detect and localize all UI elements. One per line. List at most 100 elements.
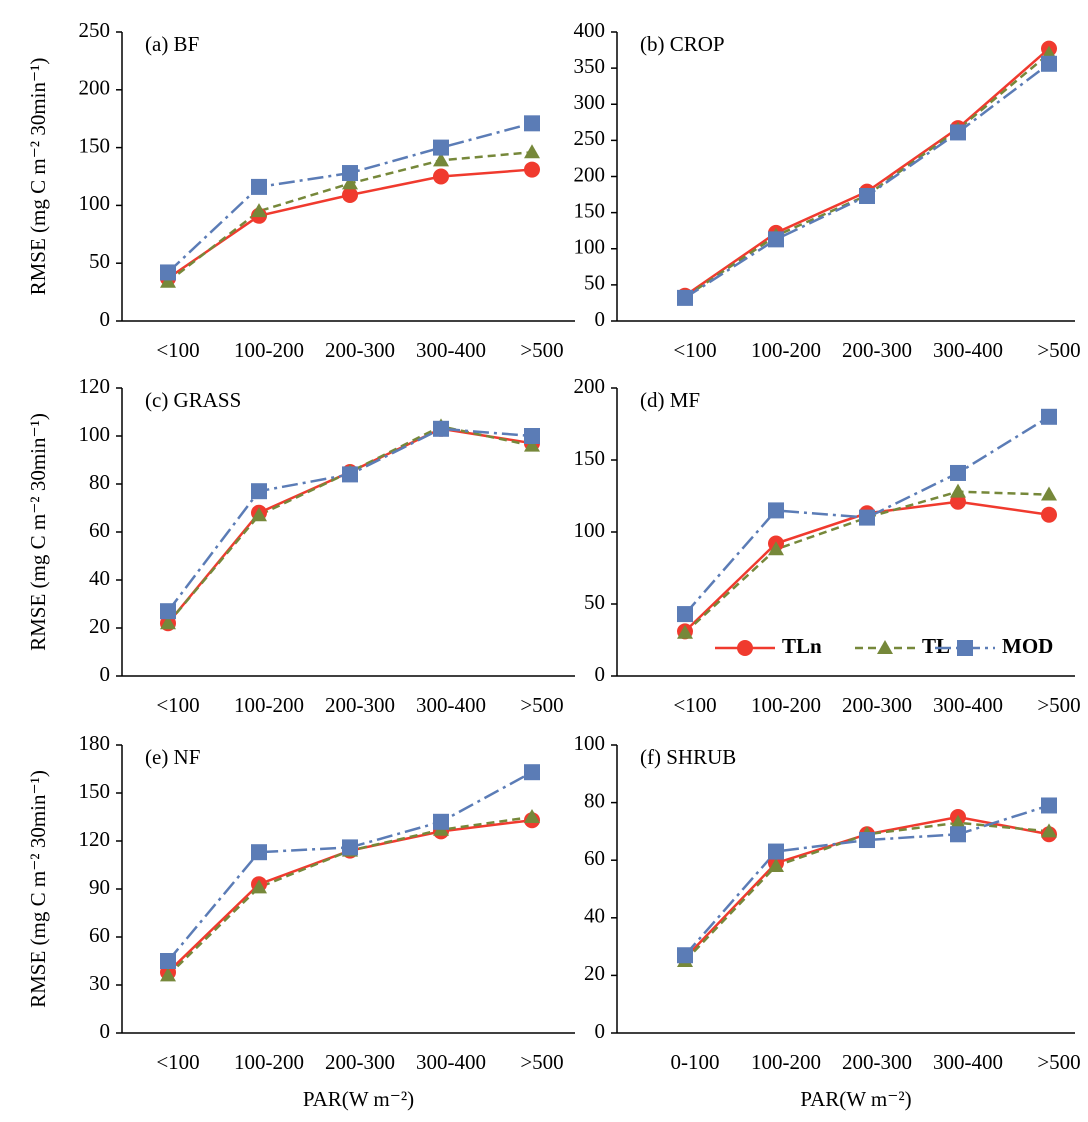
y-tick-label: 200 xyxy=(574,374,606,398)
legend-label: MOD xyxy=(1002,634,1053,658)
marker xyxy=(1041,823,1057,838)
y-axis-label: RMSE (mg C m⁻² 30min⁻¹) xyxy=(26,58,50,296)
y-tick-label: 400 xyxy=(574,18,606,42)
series-line xyxy=(684,804,1050,957)
marker xyxy=(950,814,966,829)
marker xyxy=(1041,408,1057,425)
x-tick-label: <100 xyxy=(673,338,716,362)
marker xyxy=(950,493,966,510)
y-tick-label: 200 xyxy=(79,76,111,100)
x-tick-label: >500 xyxy=(520,693,563,717)
marker xyxy=(433,139,449,156)
marker xyxy=(342,175,358,190)
legend-label: TL xyxy=(922,634,950,658)
panel-title: (f) SHRUB xyxy=(640,745,736,769)
x-tick-label: <100 xyxy=(156,1050,199,1074)
panel-title: (c) GRASS xyxy=(145,388,241,412)
y-tick-label: 0 xyxy=(100,307,111,331)
series-line xyxy=(167,771,533,962)
y-tick-label: 80 xyxy=(89,470,110,494)
y-tick-label: 20 xyxy=(89,614,110,638)
x-tick-label: 200-300 xyxy=(842,1050,912,1074)
marker xyxy=(433,168,449,185)
marker xyxy=(160,953,176,969)
y-tick-label: 100 xyxy=(79,422,111,446)
y-tick-label: 50 xyxy=(584,271,605,295)
y-tick-label: 80 xyxy=(584,788,605,812)
x-tick-label: 200-300 xyxy=(325,1050,395,1074)
panel-title: (a) BF xyxy=(145,32,199,56)
x-tick-label: 100-200 xyxy=(234,1050,304,1074)
marker xyxy=(433,813,449,830)
marker xyxy=(1041,55,1057,72)
marker xyxy=(677,624,693,639)
legend-marker xyxy=(737,640,753,656)
series-line xyxy=(684,490,1050,634)
x-tick-label: >500 xyxy=(1037,1050,1080,1074)
x-tick-label: 100-200 xyxy=(234,693,304,717)
marker xyxy=(677,606,693,623)
x-tick-label: 0-100 xyxy=(671,1050,720,1074)
y-tick-label: 150 xyxy=(574,198,606,222)
series-line xyxy=(684,47,1050,297)
marker xyxy=(251,483,267,500)
marker xyxy=(524,144,540,159)
y-tick-label: 0 xyxy=(595,662,606,686)
marker xyxy=(950,124,966,141)
x-tick-label: 200-300 xyxy=(325,693,395,717)
x-tick-label: 300-400 xyxy=(416,338,486,362)
legend-label: TLn xyxy=(782,634,822,658)
marker xyxy=(160,603,176,620)
y-tick-label: 40 xyxy=(89,566,110,590)
y-tick-label: 100 xyxy=(574,235,606,259)
marker xyxy=(251,203,267,218)
marker xyxy=(1041,506,1057,523)
x-axis-label: PAR(W m⁻²) xyxy=(800,1087,911,1111)
marker xyxy=(768,541,784,556)
marker xyxy=(251,844,267,861)
y-tick-label: 300 xyxy=(574,90,606,114)
marker xyxy=(677,947,693,964)
y-tick-label: 150 xyxy=(79,779,111,803)
marker xyxy=(160,615,176,630)
legend-marker xyxy=(957,640,973,656)
x-tick-label: 300-400 xyxy=(933,338,1003,362)
y-tick-label: 0 xyxy=(100,1019,111,1043)
marker xyxy=(950,464,966,481)
x-tick-label: >500 xyxy=(520,338,563,362)
panel-title: (e) NF xyxy=(145,745,200,769)
y-tick-label: 60 xyxy=(584,846,605,870)
y-tick-label: 60 xyxy=(89,923,110,947)
marker xyxy=(524,809,540,823)
y-tick-label: 350 xyxy=(574,54,606,78)
marker xyxy=(768,843,784,860)
marker xyxy=(160,273,176,288)
marker xyxy=(950,826,966,843)
x-tick-label: <100 xyxy=(673,693,716,717)
x-axis-label: PAR(W m⁻²) xyxy=(303,1087,414,1111)
x-tick-label: <100 xyxy=(156,338,199,362)
y-tick-label: 50 xyxy=(584,590,605,614)
x-tick-label: 300-400 xyxy=(933,693,1003,717)
y-tick-label: 150 xyxy=(79,133,111,157)
legend-marker xyxy=(877,640,893,654)
x-tick-label: >500 xyxy=(1037,693,1080,717)
marker xyxy=(251,178,267,195)
x-tick-label: 300-400 xyxy=(933,1050,1003,1074)
panel-title: (d) MF xyxy=(640,388,700,412)
x-tick-label: 100-200 xyxy=(234,338,304,362)
y-tick-label: 250 xyxy=(79,18,111,42)
marker xyxy=(677,289,693,306)
y-tick-label: 150 xyxy=(574,446,606,470)
legend-item: MOD xyxy=(935,634,1053,658)
marker xyxy=(433,420,449,437)
x-tick-label: 200-300 xyxy=(842,338,912,362)
marker xyxy=(524,437,540,452)
marker xyxy=(160,967,176,982)
y-tick-label: 30 xyxy=(89,971,110,995)
marker xyxy=(859,832,875,849)
marker xyxy=(342,186,358,203)
marker xyxy=(524,161,540,178)
marker xyxy=(251,507,267,522)
